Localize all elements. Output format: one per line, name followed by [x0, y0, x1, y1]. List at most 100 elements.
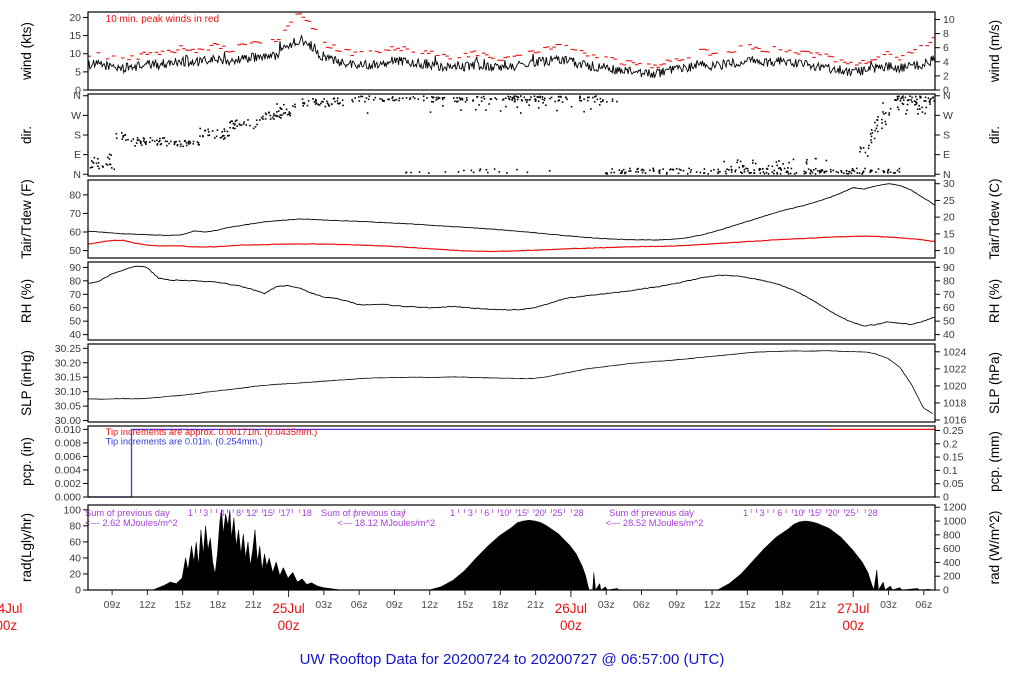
dir-point — [897, 108, 900, 111]
dir-point — [873, 137, 876, 140]
dir-point — [792, 158, 795, 161]
dir-point — [273, 118, 275, 120]
dir-point — [392, 96, 394, 98]
dir-point — [418, 171, 421, 173]
date-label-00z: 00z — [0, 618, 17, 633]
dir-point — [598, 104, 601, 106]
dir-point — [271, 116, 274, 119]
dir-point — [803, 170, 806, 173]
dir-point — [665, 173, 668, 175]
rad-mj-marker: 3 — [468, 508, 473, 518]
ytick-left-rad: 80 — [69, 520, 81, 532]
rad-mj-marker: 6 — [484, 508, 489, 518]
dir-point — [566, 98, 568, 101]
dir-point — [423, 99, 425, 102]
dir-point — [432, 101, 435, 103]
dir-point — [905, 113, 907, 115]
dir-point — [145, 143, 147, 145]
dir-point — [845, 170, 848, 172]
dir-point — [883, 171, 886, 173]
dir-point — [810, 169, 812, 171]
ytick-right-slp: 1018 — [943, 397, 967, 409]
dir-point — [480, 100, 483, 102]
dir-point — [742, 166, 744, 168]
rad-mj-marker: 25 — [845, 508, 855, 518]
dir-point — [412, 96, 415, 98]
dir-point — [851, 169, 853, 172]
dir-point — [158, 140, 160, 143]
dir-point — [314, 103, 317, 105]
dir-point — [731, 169, 733, 171]
rad-mj-marker: 4 — [220, 508, 225, 518]
ytick-left-rh: 80 — [69, 275, 81, 287]
dir-point — [470, 169, 473, 172]
dir-point — [97, 165, 99, 167]
dir-point — [443, 96, 446, 99]
dir-point — [254, 125, 257, 128]
dir-point — [453, 97, 455, 99]
dir-point — [207, 134, 209, 137]
dir-point — [323, 98, 325, 100]
dir-point — [621, 170, 623, 172]
ytick-left-temp: 50 — [69, 245, 81, 257]
dir-point — [739, 160, 742, 163]
dir-point — [916, 98, 918, 101]
dir-point — [222, 135, 224, 137]
dir-point — [122, 136, 124, 138]
dir-point — [437, 96, 440, 99]
dir-point — [273, 113, 275, 115]
dir-point — [662, 168, 664, 170]
dir-point — [441, 97, 444, 99]
rad-mj-marker: 6 — [777, 508, 782, 518]
dir-point — [336, 97, 339, 100]
dir-point — [361, 95, 364, 98]
dir-point — [115, 133, 118, 135]
ytick-right-rh: 90 — [943, 262, 955, 274]
dir-point — [170, 140, 172, 143]
dir-point — [710, 170, 712, 172]
dir-point — [245, 124, 247, 126]
dir-point — [192, 140, 195, 143]
dir-point — [454, 100, 456, 103]
dir-point — [524, 99, 527, 101]
dir-point — [148, 141, 151, 143]
time-tick-label: 06z — [633, 599, 650, 611]
dir-point — [717, 171, 720, 173]
dir-point — [898, 95, 900, 98]
dir-point — [790, 167, 793, 170]
dir-point — [779, 172, 782, 175]
dir-point — [135, 142, 138, 144]
ytick-left-temp: 80 — [69, 189, 81, 201]
dir-point — [268, 112, 270, 114]
rad-sum-value: <--- 28.52 MJoules/m^2 — [606, 518, 704, 528]
dir-point — [289, 114, 291, 117]
dir-point — [932, 97, 934, 99]
dir-point — [869, 170, 872, 172]
dir-point — [374, 96, 377, 99]
dir-point — [610, 171, 613, 174]
dir-point — [767, 165, 770, 167]
dir-point — [881, 122, 883, 124]
dir-point — [871, 169, 873, 172]
dir-point — [537, 100, 540, 103]
dir-point — [823, 171, 826, 174]
rad-mj-marker: 3 — [203, 508, 208, 518]
ytick-right-wind: 10 — [943, 14, 955, 26]
dir-point — [513, 95, 516, 97]
dir-point — [557, 96, 560, 98]
dir-point — [894, 172, 897, 174]
dir-point — [91, 166, 93, 168]
time-tick-label: 03z — [315, 599, 332, 611]
panel-frame-pcp — [87, 425, 936, 498]
dir-point — [637, 167, 639, 170]
rad-sum-label: Sum of previous day — [85, 508, 170, 518]
rad-mj-marker: 12 — [247, 508, 257, 518]
dir-point — [637, 171, 639, 173]
dir-point — [108, 153, 111, 156]
dir-point — [367, 98, 370, 101]
dir-point — [870, 141, 873, 144]
ytick-right-wind: 4 — [943, 56, 949, 68]
dir-point — [275, 115, 278, 117]
dir-point — [303, 102, 306, 104]
